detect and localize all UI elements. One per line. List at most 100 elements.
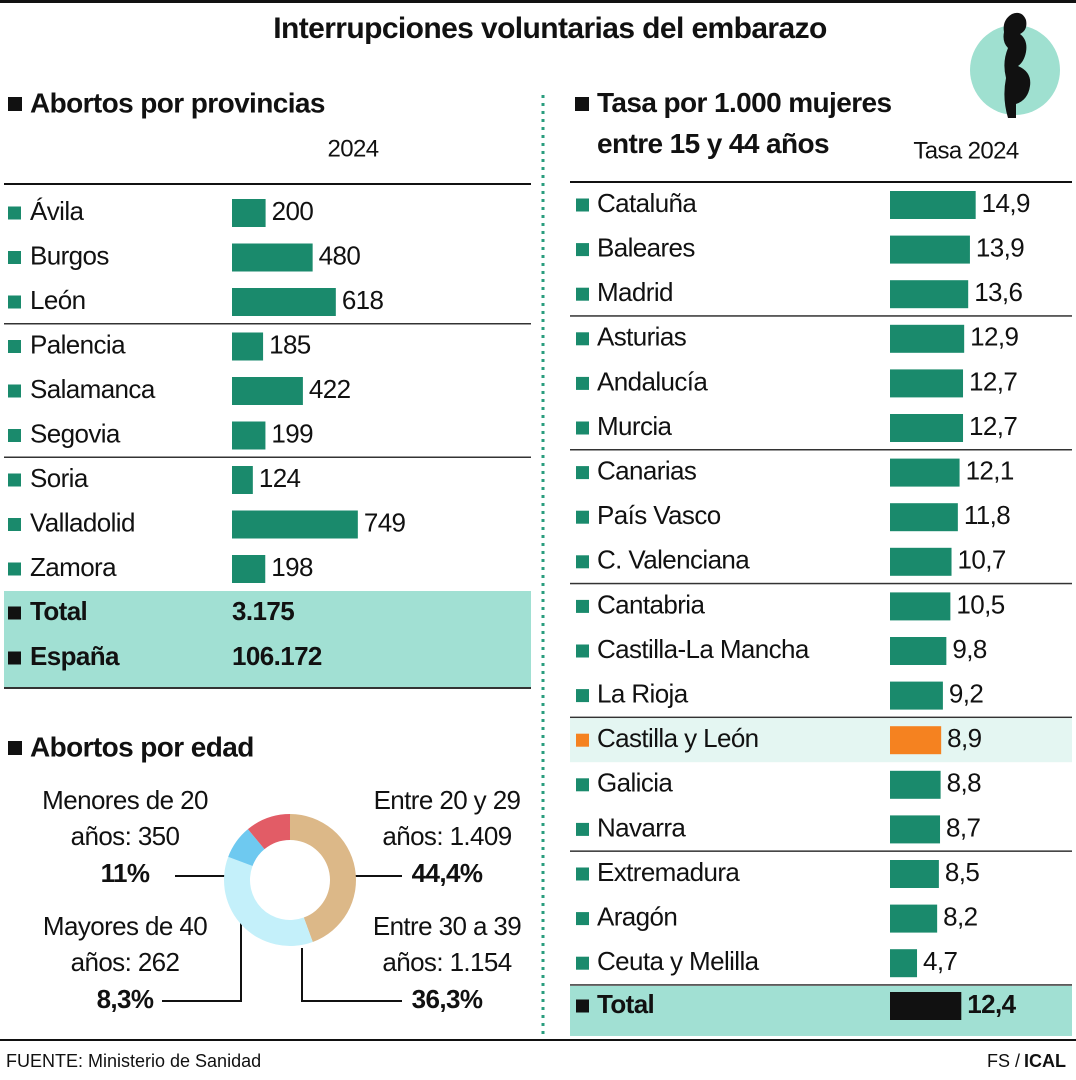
bullet <box>8 97 22 111</box>
category-label: Castilla y León <box>597 723 759 753</box>
title: Interrupciones voluntarias del embarazo <box>273 12 827 45</box>
pregnant-icon <box>970 12 1060 119</box>
value-label: 10,5 <box>956 589 1004 619</box>
donut-segment <box>224 856 313 946</box>
total-value: 12,4 <box>967 989 1016 1019</box>
bullet <box>576 999 589 1013</box>
bar <box>232 555 266 583</box>
bar <box>232 199 266 227</box>
segment-label: Entre 20 y 29 años: 1.409 <box>374 785 521 851</box>
value-label: 12,1 <box>966 455 1014 485</box>
bullet <box>8 473 21 487</box>
section-title: Tasa por 1.000 mujeres entre 15 y 44 años <box>597 87 891 159</box>
value-label: 422 <box>309 374 351 404</box>
bar <box>890 726 942 755</box>
bullet <box>8 741 22 755</box>
bullet <box>576 198 589 212</box>
category-label: Aragón <box>597 901 677 931</box>
group-rule <box>570 984 1072 986</box>
category-label: Extremadura <box>597 857 740 887</box>
bullet <box>8 606 21 620</box>
credit-agency: ICAL <box>1024 1051 1066 1071</box>
top-rule <box>0 0 1076 3</box>
bar <box>232 288 336 316</box>
value-label: 749 <box>364 507 406 537</box>
bar <box>890 235 970 264</box>
group-rule <box>570 850 1072 852</box>
group-rule <box>4 323 531 325</box>
bullet <box>8 562 21 576</box>
value-label: 8,7 <box>946 812 980 842</box>
total-name: Total <box>30 596 87 626</box>
donut-segment <box>247 814 290 850</box>
bullet <box>576 956 589 970</box>
category-label: Soria <box>30 463 89 493</box>
bar <box>890 191 976 219</box>
bar <box>890 592 951 621</box>
bar <box>232 421 266 450</box>
bullet <box>576 733 589 747</box>
category-label: Ávila <box>30 196 84 226</box>
category-label: Segovia <box>30 418 121 448</box>
group-rule <box>570 449 1072 451</box>
category-label: Murcia <box>597 411 673 441</box>
bullet <box>576 778 589 792</box>
value-label: 13,9 <box>976 232 1024 262</box>
category-label: Burgos <box>30 240 109 270</box>
bullet <box>576 421 589 435</box>
bullet <box>576 287 589 301</box>
value-label: 12,7 <box>969 411 1017 441</box>
category-label: La Rioja <box>597 678 689 708</box>
segment-value: 36,3% <box>412 984 483 1014</box>
bullet <box>576 599 589 613</box>
segment-label: Menores de 20 años: 350 <box>42 785 208 851</box>
bar <box>232 510 358 539</box>
total-box <box>4 591 531 688</box>
value-label: 9,2 <box>949 678 983 708</box>
value-label: 480 <box>319 240 361 270</box>
bar <box>890 369 964 398</box>
category-label: Cantabria <box>597 589 705 619</box>
value-label: 200 <box>272 196 314 226</box>
donut-segment <box>290 814 356 942</box>
category-label: Asturias <box>597 322 687 352</box>
group-rule <box>570 582 1072 585</box>
segment-value: 44,4% <box>412 858 483 888</box>
rule <box>4 687 531 689</box>
bar <box>890 503 958 532</box>
category-label: Baleares <box>597 232 695 262</box>
bullet <box>575 97 589 111</box>
bottom-rule <box>0 1039 1076 1041</box>
total-name: España <box>30 641 120 671</box>
bullet <box>576 912 589 926</box>
bullet <box>8 651 21 665</box>
bar <box>890 904 938 933</box>
category-label: Salamanca <box>30 374 156 404</box>
bullet <box>576 689 589 703</box>
bullet <box>576 332 589 346</box>
segment-value: 11% <box>101 858 150 888</box>
value-label: 8,2 <box>943 901 977 931</box>
category-label: Navarra <box>597 812 686 842</box>
segment-label: Mayores de 40 años: 262 <box>43 911 207 977</box>
bullet <box>576 644 589 658</box>
category-label: Andalucía <box>597 366 708 396</box>
value-label: 12,7 <box>969 366 1017 396</box>
bar <box>890 949 918 978</box>
value-label: 198 <box>271 552 313 582</box>
value-label: 8,9 <box>947 723 981 753</box>
value-label: 13,6 <box>974 277 1022 307</box>
category-label: País Vasco <box>597 500 721 530</box>
category-label: Galicia <box>597 768 673 798</box>
bullet <box>8 295 21 309</box>
bullet <box>8 251 21 264</box>
category-label: Palencia <box>30 329 126 359</box>
category-label: Cataluña <box>597 188 697 218</box>
bar <box>890 547 952 576</box>
value-label: 11,8 <box>964 500 1010 530</box>
section-title: Abortos por edad <box>30 731 254 762</box>
header-rule <box>570 181 1072 183</box>
bar <box>890 637 947 665</box>
section-title: Abortos por provincias <box>30 87 325 118</box>
